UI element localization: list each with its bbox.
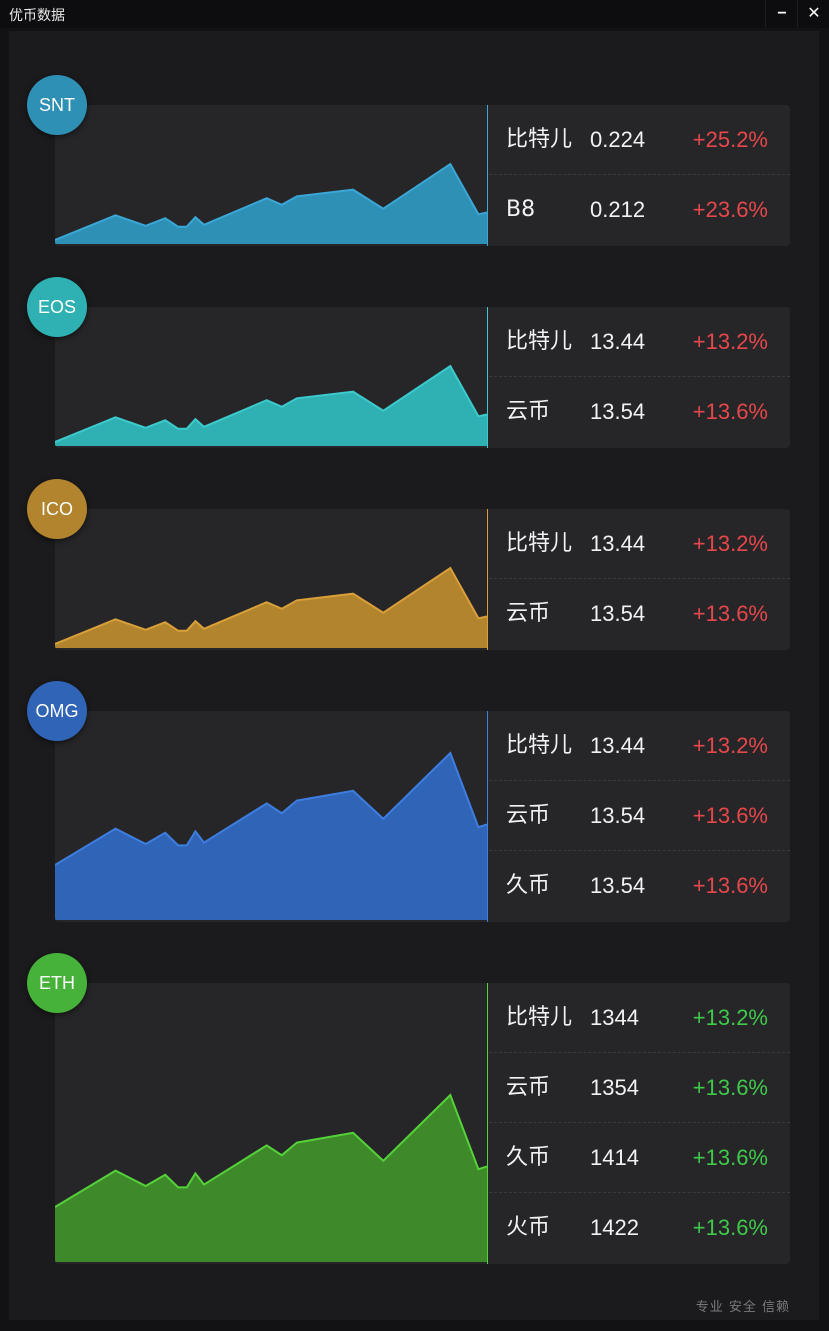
sparkline-svg (55, 1093, 488, 1262)
exchange-price: 0.224 (590, 127, 646, 152)
price-change: +13.2% (692, 531, 768, 556)
exchange-name: 火币 (506, 1215, 551, 1240)
title-bar[interactable]: 优币数据 − ✕ (0, 0, 829, 28)
coin-badge-ico: ICO (27, 479, 87, 539)
sparkline-line (55, 751, 488, 866)
exchange-price: 1414 (590, 1145, 639, 1170)
sparkline-svg (55, 364, 488, 446)
window-title: 优币数据 (9, 8, 65, 24)
exchange-price: 13.54 (590, 601, 646, 626)
exchange-name: 久币 (506, 1145, 551, 1170)
price-change: +13.6% (692, 399, 768, 424)
exchange-row[interactable]: 久币 13.54 +13.6% (489, 851, 790, 921)
sparkline-area (55, 164, 487, 244)
chart-divider (487, 711, 488, 922)
exchange-row[interactable]: B8 0.212 +23.6% (489, 175, 790, 245)
exchange-name: 比特儿 (506, 733, 573, 758)
chart-divider (487, 307, 488, 448)
exchange-price: 13.54 (590, 873, 646, 898)
coin-badge-eth: ETH (27, 953, 87, 1013)
exchange-row[interactable]: 比特儿 13.44 +13.2% (489, 307, 790, 377)
exchange-name: 比特儿 (506, 127, 573, 152)
exchange-price: 13.44 (590, 733, 646, 758)
coin-card-omg: 比特儿 13.44 +13.2% 云币 13.54 +13.6% 久币 13.54 +13.6% (55, 711, 790, 922)
price-change: +13.6% (692, 873, 768, 898)
exchange-list: 比特儿 13.44 +13.2% 云币 13.54 +13.6% 久币 13.54 +13.6% (489, 711, 790, 922)
coin-card-eth: 比特儿 1344 +13.2% 云币 1354 +13.6% 久币 1414 +13.6% 火币 1… (55, 983, 790, 1264)
exchange-price: 13.54 (590, 803, 646, 828)
exchange-name: 云币 (506, 399, 551, 424)
exchange-price: 1344 (590, 1005, 639, 1030)
price-change: +13.2% (692, 329, 768, 354)
exchange-row[interactable]: 比特儿 0.224 +25.2% (489, 105, 790, 175)
area-chart (55, 983, 488, 1264)
sparkline-line (55, 162, 488, 241)
exchange-list: 比特儿 1344 +13.2% 云币 1354 +13.6% 久币 1414 +13.6% 火币 1… (489, 983, 790, 1264)
sparkline-svg (55, 162, 488, 244)
exchange-price: 13.54 (590, 399, 646, 424)
exchange-list: 比特儿 0.224 +25.2% B8 0.212 +23.6% (489, 105, 790, 246)
sparkline-line (55, 364, 488, 443)
exchange-row[interactable]: 比特儿 13.44 +13.2% (489, 509, 790, 579)
exchange-name: 比特儿 (506, 329, 573, 354)
sparkline-line (55, 566, 488, 645)
area-chart (55, 307, 488, 448)
chart-divider (487, 509, 488, 650)
minimize-button[interactable]: − (765, 0, 798, 28)
exchange-row[interactable]: 比特儿 13.44 +13.2% (489, 711, 790, 781)
exchange-name: 比特儿 (506, 531, 573, 556)
price-change: +13.6% (692, 803, 768, 828)
exchange-row[interactable]: 久币 1414 +13.6% (489, 1123, 790, 1193)
area-chart (55, 711, 488, 922)
exchange-name: 云币 (506, 803, 551, 828)
exchange-list: 比特儿 13.44 +13.2% 云币 13.54 +13.6% (489, 307, 790, 448)
exchange-name: 比特儿 (506, 1005, 573, 1030)
exchange-name: 云币 (506, 601, 551, 626)
coin-card-snt: 比特儿 0.224 +25.2% B8 0.212 +23.6% (55, 105, 790, 246)
exchange-price: 0.212 (590, 197, 646, 222)
exchange-name: 久币 (506, 873, 551, 898)
footer-slogan: 专业 安全 信赖 (695, 1300, 790, 1315)
price-change: +13.6% (692, 1075, 768, 1100)
coin-badge-omg: OMG (27, 681, 87, 741)
exchange-row[interactable]: 云币 1354 +13.6% (489, 1053, 790, 1123)
exchange-name: B8 (506, 197, 536, 222)
exchange-row[interactable]: 云币 13.54 +13.6% (489, 781, 790, 851)
sparkline-area (55, 568, 487, 648)
exchange-row[interactable]: 火币 1422 +13.6% (489, 1193, 790, 1263)
area-chart (55, 105, 488, 246)
sparkline-area (55, 1095, 487, 1262)
sparkline-line (55, 1093, 488, 1208)
price-change: +13.6% (692, 1145, 768, 1170)
exchange-row[interactable]: 云币 13.54 +13.6% (489, 377, 790, 447)
chart-divider (487, 983, 488, 1264)
exchange-price: 1422 (590, 1215, 639, 1240)
price-change: +13.2% (692, 733, 768, 758)
sparkline-area (55, 366, 487, 446)
sparkline-svg (55, 751, 488, 920)
close-button[interactable]: ✕ (797, 0, 829, 28)
exchange-list: 比特儿 13.44 +13.2% 云币 13.54 +13.6% (489, 509, 790, 650)
exchange-price: 1354 (590, 1075, 639, 1100)
coin-badge-eos: EOS (27, 277, 87, 337)
exchange-price: 13.44 (590, 531, 646, 556)
price-change: +13.2% (692, 1005, 768, 1030)
exchange-name: 云币 (506, 1075, 551, 1100)
price-change: +13.6% (692, 1215, 768, 1240)
sparkline-svg (55, 566, 488, 648)
price-change: +23.6% (692, 197, 768, 222)
sparkline-area (55, 753, 487, 920)
exchange-row[interactable]: 云币 13.54 +13.6% (489, 579, 790, 649)
coin-card-eos: 比特儿 13.44 +13.2% 云币 13.54 +13.6% (55, 307, 790, 448)
exchange-price: 13.44 (590, 329, 646, 354)
price-change: +13.6% (692, 601, 768, 626)
coin-card-ico: 比特儿 13.44 +13.2% 云币 13.54 +13.6% (55, 509, 790, 650)
price-change: +25.2% (692, 127, 768, 152)
area-chart (55, 509, 488, 650)
exchange-row[interactable]: 比特儿 1344 +13.2% (489, 983, 790, 1053)
chart-divider (487, 105, 488, 246)
coin-badge-snt: SNT (27, 75, 87, 135)
